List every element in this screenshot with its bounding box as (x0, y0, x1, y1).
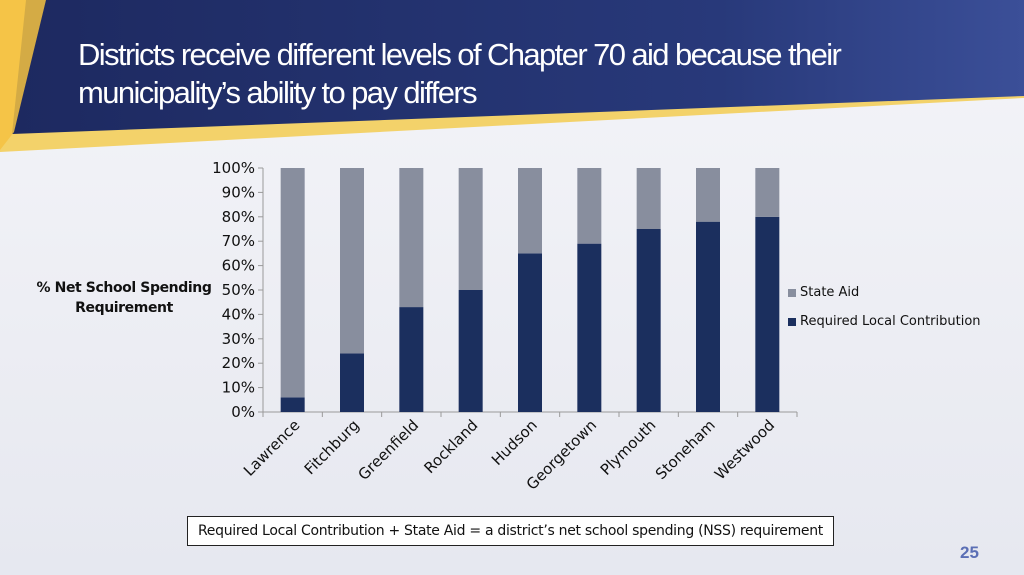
x-tick-label: Stoneham (652, 416, 719, 483)
bar-required-local-contribution-plymouth (636, 229, 661, 412)
y-tick-label: 10% (222, 379, 255, 397)
chart-legend: State Aid Required Local Contribution (788, 278, 981, 336)
bar-required-local-contribution-greenfield (399, 307, 424, 412)
y-tick-label: 60% (222, 257, 255, 275)
y-tick-label: 20% (222, 354, 255, 372)
legend-label-local-contribution: Required Local Contribution (800, 314, 981, 329)
y-tick-label: 50% (222, 281, 255, 299)
bar-state-aid-lawrence (280, 168, 305, 398)
bar-state-aid-hudson (518, 168, 542, 254)
chart-bars (280, 168, 780, 412)
bar-state-aid-stoneham (696, 168, 720, 222)
bar-state-aid-fitchburg (340, 168, 364, 354)
page-number: 25 (960, 543, 979, 562)
x-tick-label: Greenfield (354, 416, 422, 484)
x-tick-label: Plymouth (597, 416, 660, 479)
x-tick-label: Fitchburg (301, 416, 363, 478)
legend-item-local-contribution: Required Local Contribution (788, 307, 981, 336)
y-tick-label: 30% (222, 330, 255, 348)
x-tick-label: Rockland (421, 416, 482, 477)
y-tick-label: 90% (222, 183, 255, 201)
legend-swatch-state-aid (788, 288, 796, 297)
bar-required-local-contribution-lawrence (280, 397, 305, 412)
y-tick-label: 70% (222, 232, 255, 250)
y-axis-label: % Net School Spending Requirement (36, 280, 212, 316)
y-tick-label: 100% (212, 159, 255, 177)
header-band (12, 0, 1024, 134)
bar-required-local-contribution-fitchburg (340, 353, 364, 412)
bar-required-local-contribution-hudson (518, 253, 542, 412)
legend-label-state-aid: State Aid (800, 285, 860, 300)
bar-required-local-contribution-stoneham (696, 221, 720, 412)
legend-swatch-local-contribution (788, 317, 796, 326)
header-banner (0, 0, 1024, 152)
x-tick-label: Lawrence (240, 416, 304, 480)
bar-state-aid-plymouth (636, 168, 661, 229)
bar-state-aid-rockland (458, 168, 483, 290)
x-tick-label: Hudson (488, 416, 541, 469)
bar-required-local-contribution-westwood (755, 216, 780, 412)
bar-required-local-contribution-georgetown (577, 243, 602, 412)
y-tick-label: 80% (222, 208, 255, 226)
header-gold-stripe (0, 0, 46, 150)
legend-item-state-aid: State Aid (788, 278, 981, 307)
bar-state-aid-georgetown (577, 168, 602, 244)
bar-state-aid-greenfield (399, 168, 424, 308)
bar-required-local-contribution-rockland (458, 290, 483, 412)
slide-title: Districts receive different levels of Ch… (78, 37, 842, 110)
y-tick-label: 40% (222, 305, 255, 323)
y-tick-label: 0% (231, 403, 255, 421)
x-tick-label: Westwood (711, 416, 778, 483)
bar-state-aid-westwood (755, 168, 780, 217)
footnote-box: Required Local Contribution + State Aid … (187, 516, 834, 546)
